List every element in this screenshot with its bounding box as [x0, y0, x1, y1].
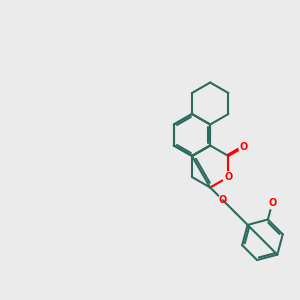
Text: O: O [224, 172, 232, 182]
Text: O: O [219, 195, 227, 205]
Text: O: O [240, 142, 248, 152]
Text: O: O [268, 198, 277, 208]
